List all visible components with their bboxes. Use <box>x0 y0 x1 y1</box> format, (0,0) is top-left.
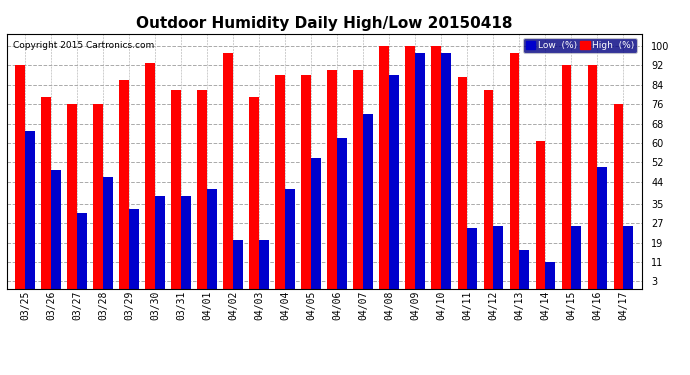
Bar <box>624 226 633 289</box>
Text: Copyright 2015 Cartronics.com: Copyright 2015 Cartronics.com <box>13 41 155 50</box>
Bar <box>406 46 415 289</box>
Bar <box>467 228 477 289</box>
Bar <box>155 196 165 289</box>
Bar <box>457 78 467 289</box>
Legend: Low  (%), High  (%): Low (%), High (%) <box>523 38 637 53</box>
Bar <box>233 240 243 289</box>
Bar <box>415 53 425 289</box>
Bar <box>119 80 129 289</box>
Bar <box>67 104 77 289</box>
Bar <box>104 177 113 289</box>
Bar <box>77 213 87 289</box>
Bar <box>224 53 233 289</box>
Bar <box>51 170 61 289</box>
Bar <box>493 226 503 289</box>
Bar <box>259 240 269 289</box>
Bar <box>129 209 139 289</box>
Bar <box>302 75 311 289</box>
Bar <box>562 65 571 289</box>
Bar <box>364 114 373 289</box>
Bar <box>431 46 442 289</box>
Bar <box>249 97 259 289</box>
Bar <box>545 262 555 289</box>
Bar <box>25 131 35 289</box>
Bar <box>285 189 295 289</box>
Bar <box>207 189 217 289</box>
Bar <box>389 75 400 289</box>
Bar <box>93 104 104 289</box>
Bar <box>613 104 624 289</box>
Bar <box>535 141 545 289</box>
Bar <box>484 90 493 289</box>
Bar <box>509 53 520 289</box>
Bar <box>311 158 321 289</box>
Bar <box>337 138 347 289</box>
Bar <box>41 97 51 289</box>
Bar <box>353 70 364 289</box>
Bar <box>171 90 181 289</box>
Bar <box>571 226 582 289</box>
Bar <box>588 65 598 289</box>
Bar <box>520 250 529 289</box>
Bar <box>442 53 451 289</box>
Bar <box>598 167 607 289</box>
Title: Outdoor Humidity Daily High/Low 20150418: Outdoor Humidity Daily High/Low 20150418 <box>136 16 513 31</box>
Bar <box>146 63 155 289</box>
Bar <box>380 46 389 289</box>
Bar <box>15 65 25 289</box>
Bar <box>197 90 207 289</box>
Bar <box>275 75 285 289</box>
Bar <box>328 70 337 289</box>
Bar <box>181 196 191 289</box>
